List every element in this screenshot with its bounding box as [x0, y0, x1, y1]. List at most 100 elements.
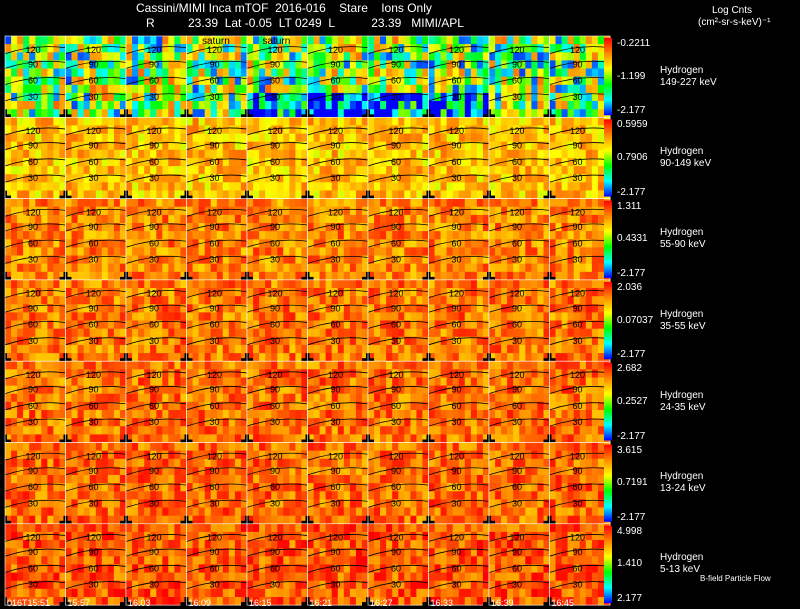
contour-label: 60 — [88, 157, 98, 167]
contour-label: 90 — [572, 547, 582, 557]
contour-label: 90 — [572, 141, 582, 151]
contour-label: 120 — [449, 289, 464, 299]
contour-line — [428, 467, 490, 476]
contour-line — [246, 402, 308, 411]
contour-line — [186, 386, 248, 394]
contour-label: 90 — [330, 466, 340, 476]
contour-line — [125, 93, 187, 102]
contour-label: 30 — [149, 92, 159, 102]
contour-label: 30 — [391, 336, 401, 346]
heatmap-cell: 120 90 60 30 — [543, 523, 611, 609]
contour-label: 60 — [149, 482, 159, 492]
colorbar-tick-label: -1.199 — [617, 70, 646, 82]
channel-energy: 149-227 keV — [660, 76, 717, 88]
contour-label: 90 — [391, 303, 401, 313]
contour-label: 60 — [451, 76, 461, 86]
contour-label: 30 — [330, 255, 340, 265]
contour-label: 60 — [572, 238, 582, 248]
contour-label: 90 — [512, 385, 522, 395]
heatmap-cell: 120 90 60 30 — [0, 117, 66, 207]
colorbar-tick-label: -2.177 — [617, 186, 646, 198]
colorbar — [604, 281, 612, 360]
contour-label: 120 — [328, 126, 343, 136]
heatmap-cell: 120 90 60 30 — [0, 442, 66, 532]
contour-line — [428, 371, 490, 380]
contour-label: 30 — [512, 417, 522, 427]
contour-line — [186, 371, 248, 380]
contour-line — [186, 127, 248, 136]
contour-label: 90 — [88, 59, 98, 69]
contour-line — [488, 564, 550, 573]
contour-label: 30 — [88, 92, 98, 102]
contour-label: 90 — [512, 547, 522, 557]
contour-label: 30 — [391, 173, 401, 183]
contour-label: 30 — [270, 498, 280, 508]
heatmap-cell: 120 90 60 30 — [180, 198, 248, 288]
contour-label: 30 — [391, 498, 401, 508]
contour-line — [125, 46, 187, 55]
contour-line — [307, 534, 369, 542]
contour-label: 120 — [509, 533, 524, 543]
contour-label: 30 — [512, 336, 522, 346]
channel-label: Hydrogen 149-227 keV — [660, 65, 717, 89]
contour-label: 90 — [451, 222, 461, 232]
contour-label: 90 — [88, 141, 98, 151]
contour-label: 120 — [509, 370, 524, 380]
contour-label: 90 — [28, 466, 38, 476]
heatmap-cell: 120 90 60 30 — [59, 360, 127, 451]
contour-label: 120 — [146, 533, 161, 543]
contour-line — [367, 548, 429, 557]
contour-line — [367, 158, 429, 167]
contour-label: 120 — [388, 289, 403, 299]
contour-line — [428, 255, 490, 264]
contour-label: 90 — [88, 466, 98, 476]
contour-line — [488, 142, 550, 151]
contour-label: 90 — [270, 547, 280, 557]
contour-line — [488, 402, 550, 411]
contour-line — [65, 534, 127, 542]
contour-line — [307, 255, 369, 264]
contour-line — [125, 60, 187, 69]
heatmap-cell: 120 90 60 30 — [0, 279, 66, 370]
contour-label: 60 — [149, 320, 159, 330]
contour-line — [367, 321, 429, 329]
contour-label: 30 — [512, 173, 522, 183]
contour-label: 120 — [267, 533, 282, 543]
contour-label: 90 — [28, 385, 38, 395]
contour-label: 30 — [149, 417, 159, 427]
contour-line — [307, 127, 369, 136]
contour-line — [307, 371, 369, 380]
contour-line — [65, 304, 127, 313]
contour-label: 90 — [28, 141, 38, 151]
colorbar — [604, 200, 612, 278]
channel-energy: 55-90 keV — [660, 239, 706, 251]
contour-label: 90 — [270, 222, 280, 232]
contour-line — [428, 581, 490, 590]
contour-line — [367, 581, 429, 590]
contour-label: 90 — [512, 466, 522, 476]
contour-label: 60 — [149, 238, 159, 248]
contour-label: 30 — [512, 580, 522, 590]
contour-label: 30 — [451, 580, 461, 590]
contour-label: 120 — [25, 289, 40, 299]
contour-line — [307, 386, 369, 394]
contour-line — [4, 208, 66, 217]
contour-label: 90 — [512, 222, 522, 232]
contour-line — [367, 483, 429, 492]
contour-line — [488, 499, 550, 508]
contour-line — [428, 174, 490, 183]
contour-line — [4, 142, 66, 151]
contour-line — [488, 581, 550, 590]
contour-line — [4, 304, 66, 313]
contour-label: 60 — [149, 76, 159, 86]
contour-line — [246, 418, 308, 427]
contour-label: 30 — [209, 173, 219, 183]
contour-label: 120 — [146, 451, 161, 461]
contour-label: 90 — [330, 385, 340, 395]
contour-label: 30 — [88, 498, 98, 508]
contour-label: 120 — [207, 289, 222, 299]
orbit-info: R 23.39 Lat -0.05 LT 0249 L 23.39 MIMI/A… — [146, 16, 464, 30]
heatmap-cell: 120 90 60 30 — [241, 198, 308, 288]
contour-line — [65, 499, 127, 508]
heatmap-cell: 120 90 60 30 — [301, 35, 369, 126]
